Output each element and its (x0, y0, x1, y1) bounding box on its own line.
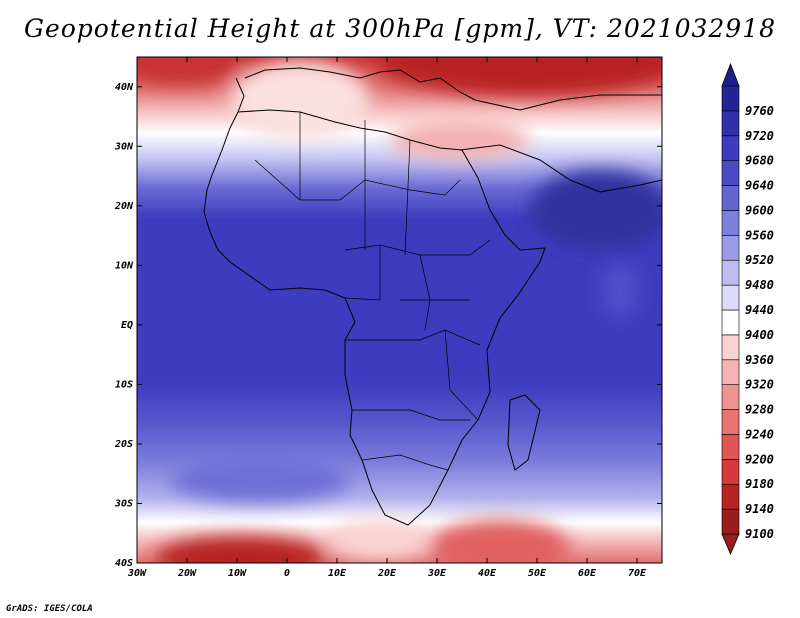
lon-tick-label: 50E (528, 568, 547, 579)
lon-tick-label: 10W (228, 568, 247, 579)
colorbar: 9100 9140 9180 9200 9240 9280 9320 9360 9400 9440… (721, 62, 774, 556)
colorbar-label: 9520 (745, 253, 774, 267)
lon-tick-label: 40E (478, 568, 497, 579)
lat-tick-label: 20N (114, 201, 134, 212)
colorbar-label: 9720 (745, 129, 774, 143)
high-core-arabia (530, 170, 662, 250)
colorbar-swatch (721, 135, 740, 161)
colorbar-swatch (721, 259, 740, 286)
colorbar-swatch (721, 235, 740, 261)
height-field (137, 57, 662, 563)
lat-tick-label: EQ (121, 320, 133, 331)
lat-tick-label: 10N (115, 260, 134, 271)
colorbar-label: 9760 (745, 104, 774, 118)
colorbar-swatch (721, 359, 740, 385)
coast-madagascar (507, 394, 541, 471)
border-north-africa (299, 112, 411, 256)
border-east (400, 299, 479, 421)
colorbar-swatch (721, 459, 740, 485)
lon-tick-label: 10E (328, 568, 347, 579)
chart-title: Geopotential Height at 300hPa [gpm], VT:… (23, 14, 777, 43)
colorbar-swatch (721, 110, 740, 137)
trough-mediterranean (230, 60, 370, 140)
plot-frame (136, 56, 663, 564)
colorbar-label: 9600 (745, 203, 774, 217)
border-central (345, 329, 481, 346)
colorbar-label: 9400 (745, 328, 774, 342)
colorbar-label: 9180 (745, 477, 774, 491)
country-borders (254, 112, 491, 471)
lon-tick-label: 60E (578, 568, 597, 579)
coast-africa (203, 109, 546, 526)
gradient-band-south (170, 458, 350, 502)
colorbar-swatch (721, 309, 740, 336)
colorbar-label: 9480 (745, 278, 774, 292)
colorbar-swatch (721, 85, 740, 112)
coastlines (203, 67, 662, 526)
lon-tick-label: 70E (628, 568, 647, 579)
colorbar-swatch (721, 185, 740, 211)
colorbar-swatch (721, 409, 740, 435)
colorbar-label: 9360 (745, 353, 774, 367)
colorbar-swatch (721, 284, 740, 311)
ridge-red-sea (390, 120, 530, 160)
lon-tick-label: 30W (127, 568, 147, 579)
colorbar-label: 9320 (745, 378, 774, 392)
colorbar-above-triangle (721, 62, 740, 87)
border-southern (361, 454, 449, 471)
lon-tick-label: 20E (377, 568, 397, 579)
colorbar-swatch (721, 210, 740, 236)
colorbar-label: 9100 (745, 527, 774, 541)
weak-patch-indian-ocean (600, 262, 640, 318)
low-region-southwest (155, 536, 325, 563)
coast-europe-south (244, 67, 476, 101)
colorbar-swatch (721, 160, 740, 186)
lat-tick-label: 30N (114, 141, 134, 152)
colorbar-label: 9240 (745, 427, 774, 441)
high-region-northwest (137, 57, 240, 84)
colorbar-below-triangle (721, 533, 740, 556)
lat-tick-label: 20S (114, 439, 133, 450)
lon-tick-label: 30E (427, 568, 447, 579)
lat-tick-label: 30S (114, 498, 133, 509)
colorbar-label: 9440 (745, 303, 774, 317)
axis-ticks: 30W 20W 10W 0 10E 20E 30E 40E 50E 60E 70E 40N 30N 20N… (114, 57, 662, 579)
high-region-northeast (380, 57, 662, 96)
lat-tick-label: 40S (115, 558, 133, 569)
mid-region-south (330, 520, 430, 560)
colorbar-label: 9280 (745, 403, 774, 417)
coast-arabia (459, 144, 662, 193)
colorbar-label: 9560 (745, 228, 774, 242)
colorbar-label: 9140 (745, 502, 774, 516)
coast-middle-east (474, 94, 662, 111)
lon-tick-label: 0 (284, 568, 290, 579)
colorbar-swatch (721, 483, 740, 510)
colorbar-label: 9200 (745, 452, 774, 466)
lat-tick-label: 10S (115, 379, 133, 390)
lat-tick-label: 40N (115, 82, 134, 93)
colorbar-swatch (721, 334, 740, 361)
low-region-southeast (430, 520, 570, 563)
border-south-central (352, 409, 470, 421)
coast-iberia (235, 77, 245, 113)
colorbar-swatch (721, 384, 740, 410)
colorbar-swatch (721, 434, 740, 460)
grads-credit: GrADS: IGES/COLA (6, 604, 93, 614)
colorbar-label: 9680 (745, 154, 774, 168)
colorbar-swatch (721, 508, 740, 535)
colorbar-label: 9640 (745, 179, 774, 193)
lon-tick-label: 20W (177, 568, 197, 579)
